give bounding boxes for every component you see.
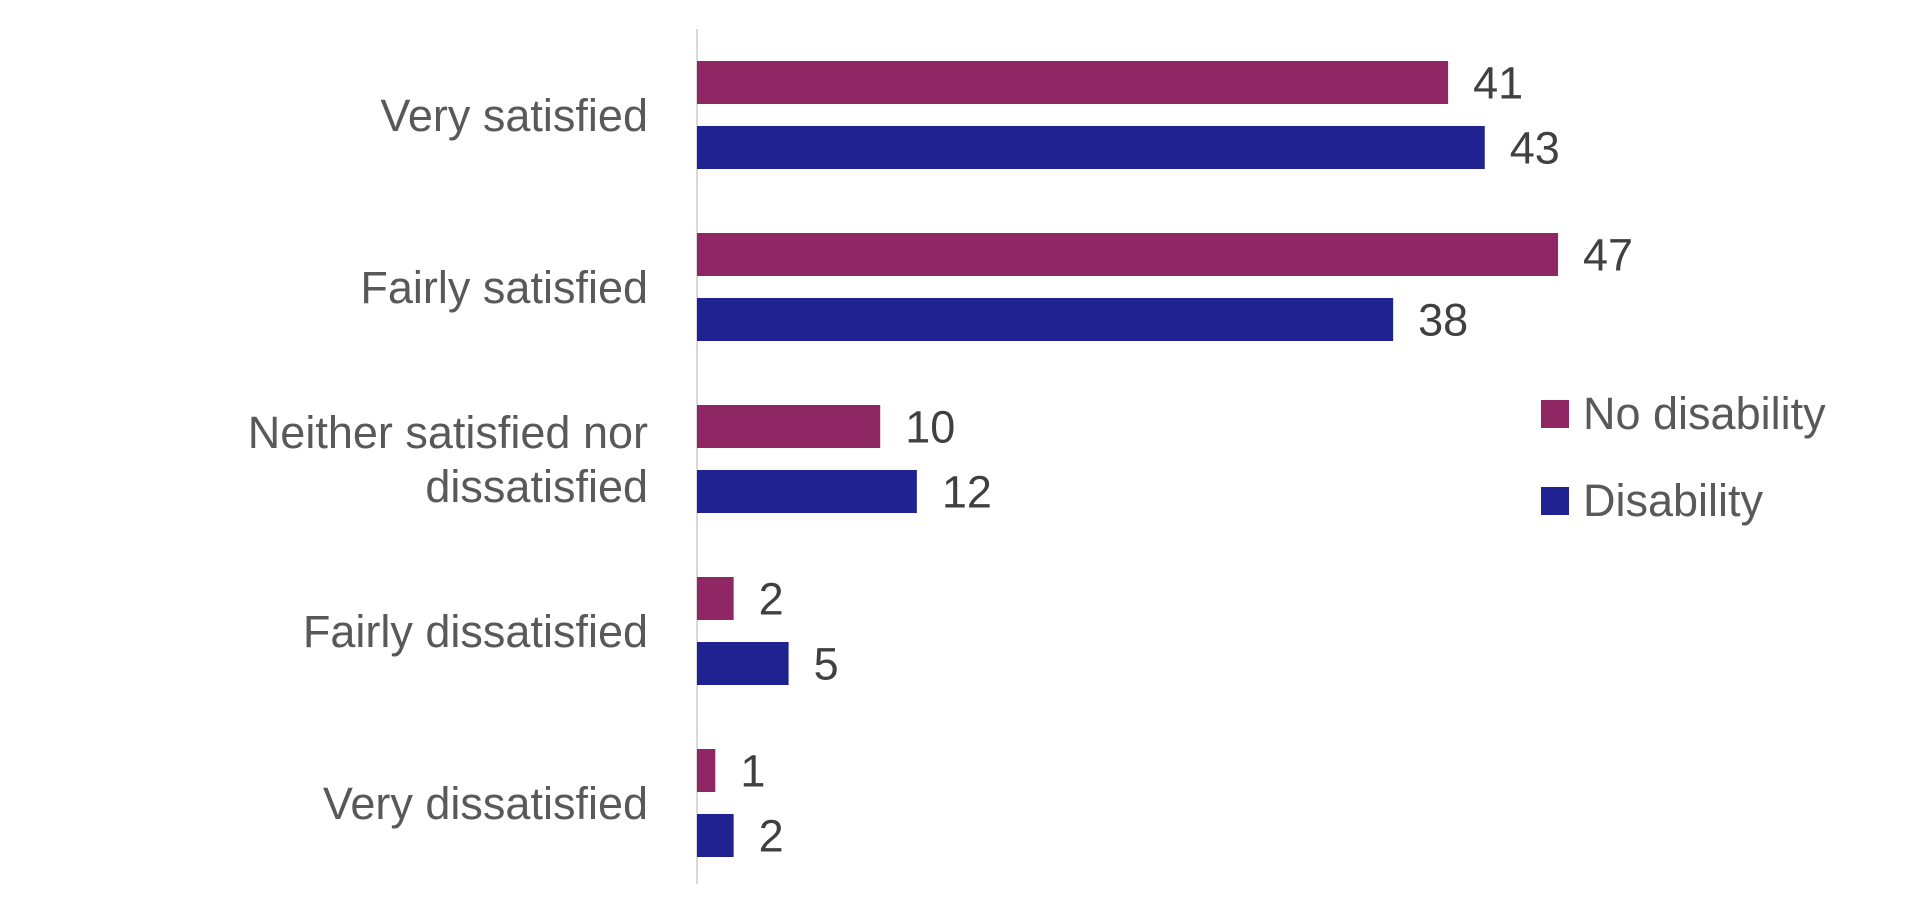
data-label: 2	[759, 574, 784, 625]
category-label: Very dissatisfied	[323, 778, 648, 829]
category-label-line: dissatisfied	[425, 461, 648, 512]
category-label-line: Fairly dissatisfied	[303, 606, 648, 657]
data-label: 38	[1418, 295, 1468, 346]
category-label: Fairly satisfied	[360, 262, 648, 313]
bar-disability	[697, 298, 1394, 341]
data-label: 10	[905, 402, 955, 453]
category-label-line: Very satisfied	[380, 90, 648, 141]
category-label-line: Fairly satisfied	[360, 262, 648, 313]
bar-no-disability	[697, 405, 881, 448]
category-label-line: Neither satisfied nor	[248, 407, 648, 458]
bar-no-disability	[697, 61, 1449, 104]
bar-disability	[697, 126, 1485, 169]
bar-no-disability	[697, 233, 1559, 276]
bar-no-disability	[697, 577, 734, 620]
legend-swatch	[1541, 400, 1569, 428]
category-label: Neither satisfied nor dissatisfied	[248, 407, 648, 512]
category-label: Very satisfied	[380, 90, 648, 141]
legend-label: Disability	[1583, 475, 1764, 526]
data-label: 12	[942, 467, 992, 518]
data-label: 2	[759, 811, 784, 862]
legend-label: No disability	[1583, 388, 1826, 439]
data-label: 47	[1583, 230, 1633, 281]
bar-disability	[697, 470, 917, 513]
bar-disability	[697, 642, 789, 685]
legend-swatch	[1541, 487, 1569, 515]
data-label: 43	[1510, 123, 1560, 174]
bar-disability	[697, 814, 734, 857]
category-label-line: Very dissatisfied	[323, 778, 648, 829]
category-label: Fairly dissatisfied	[303, 606, 648, 657]
data-label: 41	[1473, 58, 1523, 109]
data-label: 1	[740, 746, 765, 797]
data-label: 5	[814, 639, 839, 690]
bar-no-disability	[697, 749, 716, 792]
